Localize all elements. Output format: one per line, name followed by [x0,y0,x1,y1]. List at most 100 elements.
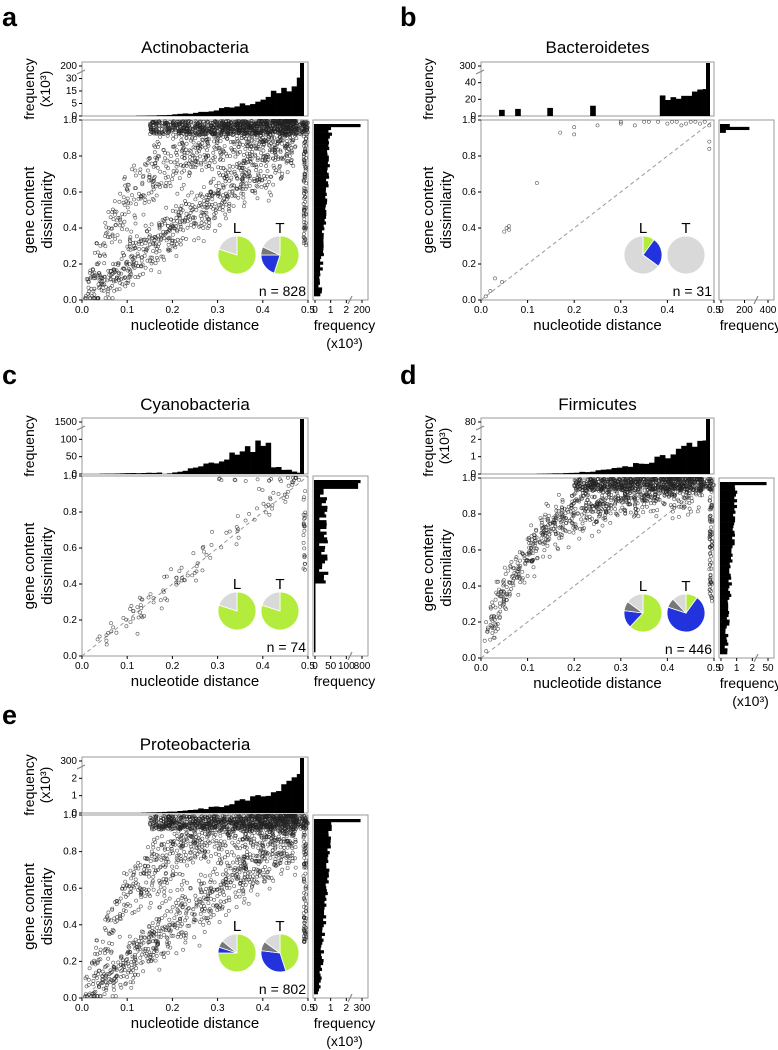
scatter-point [175,888,180,892]
side-hist-bar [314,195,326,199]
side-hist-bar [720,493,736,497]
top-hist-bar [627,466,634,474]
side-hist-bar [314,583,316,587]
side-hist-bar [314,149,328,153]
top-hist-bar [198,466,204,474]
scatter-point [233,171,237,176]
top-hist-bar [515,108,521,116]
scatter-point [150,182,155,187]
pie-chart-T: T [666,220,706,275]
scatter-point [178,227,183,232]
scatter-point [287,143,292,148]
side-hist-bar [720,516,736,520]
side-hist-bar [314,141,329,145]
scatter-point [104,225,109,230]
scatter-point [130,193,134,198]
scatter-point [162,119,167,124]
scatter-point [106,235,111,239]
scatter-point [504,585,509,589]
scatter-point [210,193,215,198]
scatter-point [122,176,127,181]
scatter-point [145,258,150,263]
scatter-point [227,178,232,183]
scatter-point [259,177,264,182]
scatter-point [244,136,248,141]
scatter-point [205,193,210,198]
side-hist-bar [314,629,316,633]
scatter-point [272,166,277,170]
scatter-point [278,135,283,139]
scatter-point [178,238,183,243]
scatter-point [301,533,306,538]
side-hist-bar [720,502,735,506]
scatter-point [183,147,188,152]
scatter-point [140,255,145,260]
scatter-point [214,206,219,211]
scatter-point [130,257,135,262]
scatter-point [95,262,100,267]
y-tick-label: 0.4 [63,579,77,590]
side-hist-bar [314,181,329,185]
scatter-point [232,131,236,136]
scatter-point [123,879,128,884]
scatter-point [162,257,167,262]
scatter-point [175,119,180,124]
scatter-point [154,255,159,260]
scatter-point [179,138,184,142]
scatter-point [153,184,158,189]
axis-break-mark [475,69,485,75]
scatter-point [551,526,556,531]
y-tick-label: 1.0 [63,471,77,482]
scatter-point [238,182,243,187]
scatter-point [127,941,132,946]
scatter-point [133,240,138,245]
scatter-point [198,856,203,861]
scatter-point [206,197,210,202]
side-hist-bar [314,293,321,297]
scatter-point [126,266,131,271]
scatter-point [183,199,188,203]
side-hist-bar [720,642,729,646]
scatter-point [135,605,140,610]
scatter-point [284,159,289,164]
scatter-point [273,170,278,175]
side-hist-bar [720,570,730,575]
y-tick-label: 0.6 [462,545,476,556]
pie-label: L [639,220,647,237]
scatter-point [209,158,213,163]
side-hist-bar [720,639,728,643]
panel-letter: c [2,360,17,390]
side-hist-bar [314,554,328,558]
scatter-point [171,232,175,237]
top-hist-tick-label: 1500 [55,417,78,428]
top-hist-bar [633,463,639,474]
top-hist-bar [552,473,559,474]
scatter-point [632,123,637,128]
scatter-point [271,490,276,495]
side-hist-bar [720,490,738,494]
scatter-point [707,146,712,151]
side-hist-bar [314,161,328,165]
scatter-point [122,212,127,217]
scatter-point [166,242,171,247]
scatter-point [286,489,290,494]
scatter-point [122,219,127,224]
scatter-point [542,548,547,553]
scatter-point [164,935,169,940]
scatter-point [107,226,111,230]
scatter-point [139,194,144,199]
side-hist-tick-label: 0 [312,661,318,672]
top-hist-bar [193,809,199,813]
scatter-point [191,145,196,150]
side-hist-bar [720,510,736,514]
scatter-point [174,215,179,220]
scatter-point [240,177,245,182]
top-hist-bar [213,806,220,813]
scatter-point [261,158,266,163]
scatter-point [222,893,227,897]
scatter-point [113,212,118,217]
scatter-point [235,150,240,155]
side-hist-bar [314,261,324,265]
scatter-point [138,603,143,608]
scatter-point [83,296,88,301]
